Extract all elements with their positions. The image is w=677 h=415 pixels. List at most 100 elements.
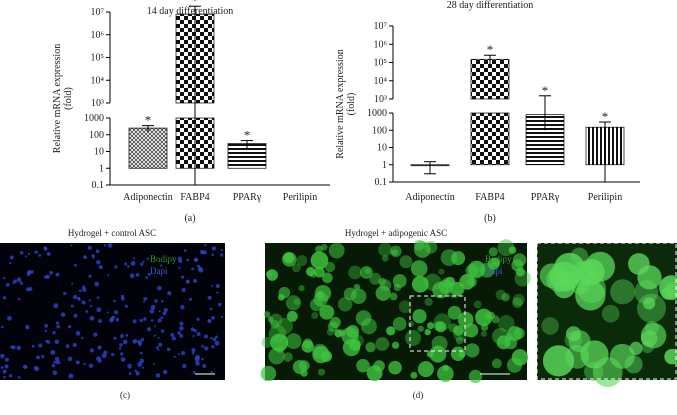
x-tick-label: Adiponectin	[405, 192, 454, 203]
chart-title: 28 day differentiation	[447, 0, 533, 11]
lipid-cell	[378, 277, 387, 286]
nucleus	[83, 255, 88, 260]
lipid-cell	[410, 260, 428, 277]
nucleus	[25, 324, 30, 330]
lipid-cell	[355, 310, 372, 326]
lipid-cell	[343, 287, 357, 301]
nucleus	[88, 363, 94, 368]
nucleus	[188, 297, 192, 301]
lipid-cell	[268, 347, 285, 365]
stain-label: Dapi	[485, 266, 503, 276]
nucleus	[155, 346, 159, 350]
nucleus	[4, 364, 9, 369]
nucleus	[214, 340, 220, 346]
nucleus	[215, 335, 218, 339]
nucleus	[162, 311, 167, 316]
lipid-cell	[312, 343, 328, 359]
nucleus	[87, 245, 92, 250]
nucleus	[68, 325, 72, 329]
lipid-cell	[455, 336, 464, 345]
nucleus	[73, 313, 78, 318]
lipid-cell	[491, 358, 502, 369]
stain-label: Bodipy	[485, 254, 512, 264]
y-tick-label: 10⁶	[91, 30, 105, 41]
x-tick-label: PPARγ	[233, 192, 262, 203]
significance-marker: *	[192, 0, 199, 8]
nucleus	[97, 319, 102, 323]
lipid-cell	[492, 327, 509, 345]
lipid-cell	[379, 279, 392, 291]
nucleus	[202, 250, 207, 255]
lipid-cell	[317, 368, 326, 376]
zoom-box	[409, 295, 466, 352]
lipid-cell	[458, 350, 466, 358]
nucleus	[204, 243, 207, 247]
lipid-cell	[399, 255, 413, 269]
nucleus	[211, 345, 215, 349]
lipid-cell	[467, 260, 485, 279]
nucleus	[197, 264, 201, 268]
lipid-cell	[311, 311, 319, 320]
nucleus	[204, 346, 209, 351]
lipid-cell	[293, 298, 301, 306]
y-tick-label: 1000	[84, 113, 104, 124]
nucleus	[26, 287, 31, 292]
nucleus	[139, 318, 143, 323]
nucleus	[68, 373, 74, 379]
nucleus	[145, 276, 149, 279]
nucleus	[186, 258, 190, 262]
y-tick-label: 10³	[374, 94, 387, 105]
nucleus	[139, 351, 143, 355]
nucleus	[72, 342, 77, 348]
nucleus	[118, 347, 122, 350]
nucleus	[34, 366, 40, 372]
nucleus	[55, 272, 60, 277]
nucleus	[70, 304, 74, 308]
nucleus	[120, 352, 124, 356]
nucleus	[180, 275, 185, 279]
nucleus	[207, 295, 212, 300]
lipid-cell	[328, 242, 345, 259]
nucleus	[53, 360, 56, 364]
nucleus	[195, 361, 200, 366]
nucleus	[135, 273, 140, 277]
nucleus	[159, 264, 163, 267]
lipid-cell	[314, 266, 325, 278]
nucleus	[96, 307, 102, 313]
nucleus	[207, 319, 212, 323]
lipid-cell	[389, 292, 398, 301]
nucleus	[170, 332, 175, 337]
nucleus	[177, 331, 181, 335]
nucleus	[158, 310, 161, 313]
nucleus	[54, 339, 60, 345]
inset-border	[536, 242, 677, 380]
nucleus	[122, 339, 128, 345]
y-tick-label: 10⁵	[374, 58, 388, 69]
nucleus	[43, 246, 48, 250]
nucleus	[173, 355, 176, 358]
lipid-cell	[565, 344, 590, 369]
lipid-cell	[457, 311, 474, 328]
y-tick-label: 100	[89, 130, 104, 141]
nucleus	[73, 263, 77, 267]
lipid-cell	[263, 311, 271, 318]
nucleus	[126, 265, 130, 268]
lipid-cell	[310, 251, 329, 270]
nucleus	[3, 276, 6, 280]
nucleus	[89, 315, 95, 321]
lipid-cell	[513, 327, 525, 340]
nucleus	[140, 262, 144, 266]
nucleus	[157, 285, 162, 291]
lipid-cell	[266, 269, 279, 281]
nucleus	[179, 321, 184, 326]
nucleus	[127, 363, 132, 369]
nucleus	[77, 296, 80, 300]
nucleus	[120, 357, 126, 362]
lipid-cell	[275, 345, 285, 354]
nucleus	[12, 282, 15, 285]
nucleus	[181, 351, 186, 356]
nucleus	[194, 354, 200, 360]
lipid-cell	[391, 249, 399, 256]
nucleus	[45, 339, 49, 343]
nucleus	[16, 345, 21, 351]
